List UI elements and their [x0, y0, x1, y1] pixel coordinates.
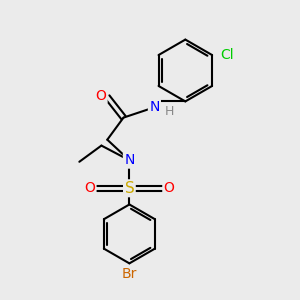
Text: O: O — [164, 181, 175, 195]
Text: N: N — [149, 100, 160, 114]
Text: Br: Br — [122, 267, 137, 281]
Text: H: H — [164, 105, 174, 118]
Text: O: O — [95, 88, 106, 103]
Text: O: O — [84, 181, 95, 195]
Text: N: N — [124, 153, 135, 167]
Text: S: S — [124, 181, 134, 196]
Text: Cl: Cl — [220, 48, 234, 62]
